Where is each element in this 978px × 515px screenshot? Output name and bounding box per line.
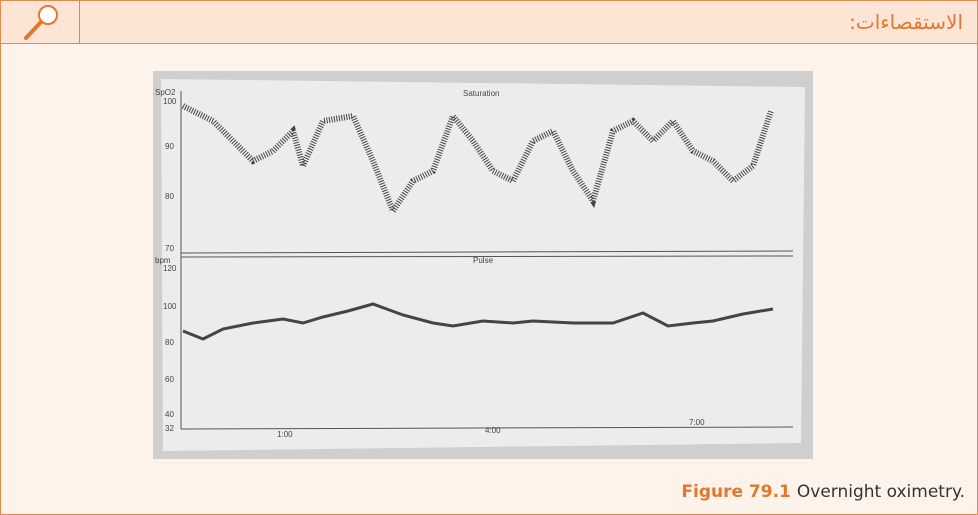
axis-label: SpO2 xyxy=(155,88,176,97)
caption-text: Overnight oximetry. xyxy=(796,482,965,502)
tick-label: 120 xyxy=(163,264,177,273)
axis-label: bpm xyxy=(155,256,171,265)
time-label: 7:00 xyxy=(689,418,705,427)
tick-label: 60 xyxy=(165,375,174,384)
tick-label: 80 xyxy=(165,338,174,347)
tick-label: 80 xyxy=(165,192,174,201)
tick-label: 40 xyxy=(165,410,174,419)
panel-title: Saturation xyxy=(463,89,499,98)
oximetry-photo: SpO2 Saturation 100 90 80 70 bpm Pulse 1… xyxy=(153,71,813,459)
panel-title: Pulse xyxy=(473,256,494,265)
time-label: 1:00 xyxy=(277,430,293,439)
tick-label: 100 xyxy=(163,302,177,311)
caption: Figure 79.1 Overnight oximetry. xyxy=(681,482,965,502)
tick-label: 100 xyxy=(163,97,177,106)
header: الاستقصاءات: xyxy=(1,1,977,44)
caption-label: Figure 79.1 xyxy=(681,482,791,502)
time-label: 4:00 xyxy=(485,426,501,435)
tick-label: 32 xyxy=(165,424,174,433)
header-title: الاستقصاءات: xyxy=(849,10,963,34)
tick-label: 70 xyxy=(165,244,174,253)
search-icon xyxy=(1,1,80,43)
tick-label: 90 xyxy=(165,142,174,151)
